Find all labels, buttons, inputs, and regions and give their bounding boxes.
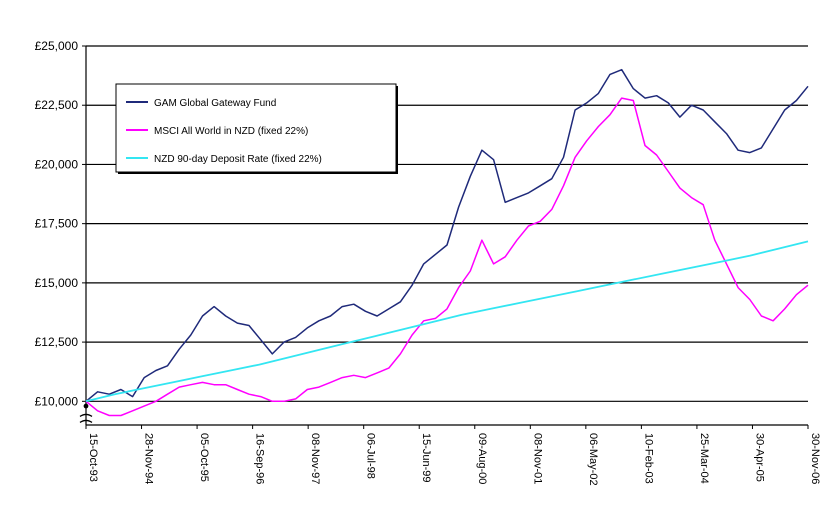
x-tick-label-9: 06-May-02 <box>587 433 599 486</box>
x-tick-label-8: 08-Nov-01 <box>531 433 543 484</box>
x-tick-label-4: 08-Nov-97 <box>309 433 321 484</box>
axis-break-icon <box>79 413 93 424</box>
x-tick-label-13: 30-Nov-06 <box>809 433 821 484</box>
x-tick-label-12: 30-Apr-05 <box>753 433 765 482</box>
legend-box <box>115 83 397 173</box>
y-tick-label-1: £12,500 <box>35 335 79 349</box>
series-line-1 <box>85 97 809 417</box>
x-tick-label-10: 10-Feb-03 <box>642 433 654 484</box>
x-tick-label-0: 15-Oct-93 <box>87 433 99 482</box>
y-tick-label-3: £17,500 <box>35 217 79 231</box>
x-tick-label-2: 05-Oct-95 <box>198 433 210 482</box>
x-tick-labels: 15-Oct-93 28-Nov-94 05-Oct-95 16-Sep-96 08-N… <box>85 425 821 486</box>
y-tick-label-2: £15,000 <box>35 276 79 290</box>
x-tick-label-11: 25-Mar-04 <box>698 433 710 484</box>
legend-label-2: NZD 90-day Deposit Rate (fixed 22%) <box>154 154 322 165</box>
y-tick-label-0: £10,000 <box>35 394 79 408</box>
x-tick-label-5: 06-Jul-98 <box>365 433 377 479</box>
legend-label-0: GAM Global Gateway Fund <box>154 98 276 109</box>
y-tick-label-6: £25,000 <box>35 39 79 53</box>
x-tick-label-6: 15-Jun-99 <box>420 433 432 483</box>
x-tick-label-3: 16-Sep-96 <box>254 433 266 484</box>
x-tick-label-7: 09-Aug-00 <box>476 433 488 484</box>
series-line-0 <box>85 68 809 402</box>
axes <box>79 46 808 426</box>
x-tick-label-1: 28-Nov-94 <box>143 433 155 484</box>
legend: GAM Global Gateway Fund MSCI All World in… <box>115 83 398 174</box>
legend-label-1: MSCI All World in NZD (fixed 22%) <box>154 126 308 137</box>
series-lines <box>85 68 809 417</box>
y-tick-label-5: £22,500 <box>35 98 79 112</box>
axis-break-dot <box>83 403 89 409</box>
y-tick-label-4: £20,000 <box>35 157 79 171</box>
series-line-2 <box>85 240 809 403</box>
y-tick-labels: £10,000 £12,500 £15,000 £17,500 £20,000 £22,5… <box>35 39 86 408</box>
